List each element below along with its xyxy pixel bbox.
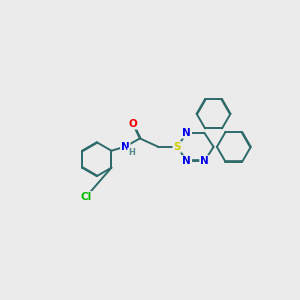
- Text: Cl: Cl: [80, 192, 92, 202]
- Text: N: N: [121, 142, 130, 152]
- Text: N: N: [182, 156, 191, 166]
- Text: H: H: [128, 148, 135, 157]
- Text: O: O: [128, 119, 137, 129]
- Text: N: N: [182, 128, 191, 138]
- Text: N: N: [200, 156, 209, 166]
- Text: S: S: [173, 142, 181, 152]
